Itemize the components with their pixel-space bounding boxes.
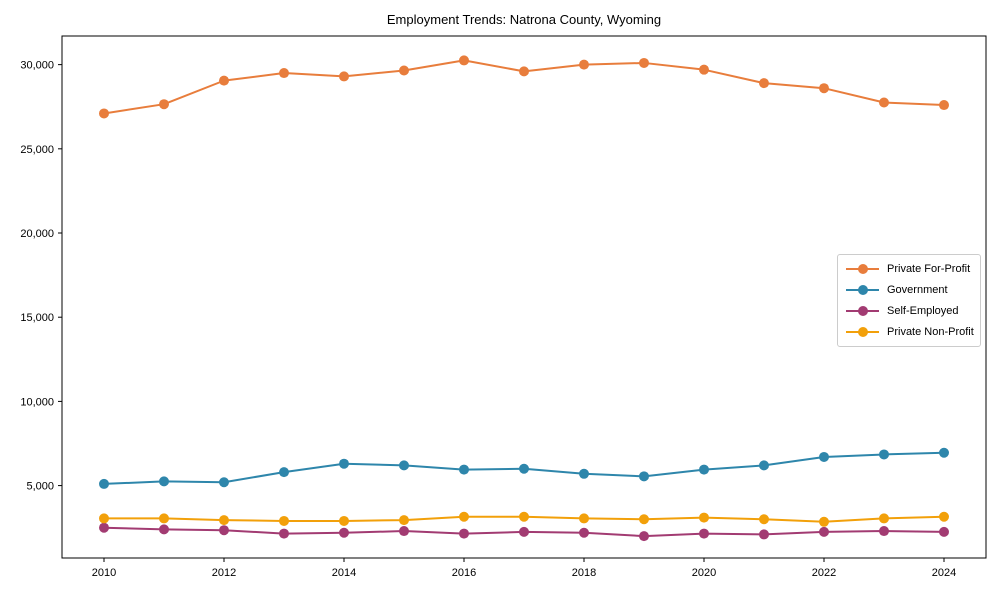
plot-area [61, 35, 987, 559]
data-point-self-employed [339, 527, 349, 538]
data-point-government [159, 476, 169, 487]
data-point-private-non-profit [579, 513, 589, 524]
x-tick-label: 2012 [212, 567, 236, 579]
data-point-self-employed [879, 526, 889, 537]
legend-entry: Private Non-Profit [846, 321, 974, 342]
data-point-self-employed [459, 528, 469, 539]
data-point-private-non-profit [399, 515, 409, 526]
legend-label: Self-Employed [887, 304, 959, 317]
y-tick-label: 10,000 [20, 396, 54, 408]
data-point-private-for-profit [819, 83, 829, 94]
data-point-self-employed [639, 531, 649, 542]
data-point-government [219, 477, 229, 488]
data-point-self-employed [159, 524, 169, 535]
legend-marker-dot [857, 285, 868, 296]
data-point-private-non-profit [519, 511, 529, 522]
data-point-private-for-profit [939, 100, 949, 111]
data-point-private-non-profit [759, 514, 769, 525]
data-point-private-non-profit [279, 515, 289, 526]
x-tick-label: 2022 [812, 567, 836, 579]
chart-legend: Private For-Profit Government Self-Emplo… [837, 254, 981, 347]
data-point-private-for-profit [279, 68, 289, 79]
data-point-government [819, 451, 829, 462]
data-point-private-non-profit [639, 514, 649, 525]
data-point-private-for-profit [459, 55, 469, 66]
legend-entry: Self-Employed [846, 301, 972, 322]
data-point-self-employed [99, 522, 109, 533]
legend-marker-dot [857, 326, 868, 337]
legend-entry: Government [846, 280, 972, 301]
data-point-private-non-profit [939, 511, 949, 522]
data-point-government [99, 478, 109, 489]
data-point-private-for-profit [159, 99, 169, 110]
data-point-private-for-profit [759, 78, 769, 89]
data-point-government [279, 467, 289, 478]
y-tick-label: 25,000 [20, 144, 54, 156]
legend-label: Government [887, 284, 948, 297]
data-point-private-for-profit [219, 75, 229, 86]
data-point-private-non-profit [159, 513, 169, 524]
y-tick-label: 30,000 [20, 60, 54, 72]
data-point-private-for-profit [339, 71, 349, 82]
data-point-self-employed [819, 526, 829, 537]
y-tick-label: 15,000 [20, 312, 54, 324]
data-point-private-non-profit [219, 515, 229, 526]
data-point-private-for-profit [99, 108, 109, 119]
x-tick-label: 2010 [92, 567, 116, 579]
legend-marker-dot [857, 264, 868, 275]
data-point-private-for-profit [399, 65, 409, 76]
data-point-private-non-profit [879, 513, 889, 524]
x-tick-label: 2016 [452, 567, 476, 579]
data-point-private-non-profit [99, 513, 109, 524]
data-point-self-employed [579, 527, 589, 538]
data-point-government [759, 460, 769, 471]
legend-line-marker-swatch [846, 264, 879, 275]
data-point-government [699, 464, 709, 475]
legend-line-marker-swatch [846, 305, 879, 316]
data-point-self-employed [699, 528, 709, 539]
data-point-private-non-profit [699, 512, 709, 523]
data-point-self-employed [279, 528, 289, 539]
data-point-self-employed [219, 525, 229, 536]
data-point-private-for-profit [699, 64, 709, 75]
y-tick-label: 20,000 [20, 228, 54, 240]
x-tick-label: 2018 [572, 567, 596, 579]
data-point-government [579, 468, 589, 479]
data-point-government [879, 449, 889, 460]
data-point-government [339, 458, 349, 469]
chart-title: Employment Trends: Natrona County, Wyomi… [386, 12, 662, 27]
x-tick-label: 2020 [692, 567, 716, 579]
data-point-self-employed [939, 526, 949, 537]
data-point-private-non-profit [339, 515, 349, 526]
data-point-government [939, 447, 949, 458]
x-tick-label: 2024 [932, 567, 956, 579]
data-point-private-non-profit [459, 511, 469, 522]
data-point-government [519, 463, 529, 474]
legend-line-marker-swatch [846, 285, 879, 296]
legend-label: Private For-Profit [887, 263, 971, 276]
data-point-government [639, 471, 649, 482]
data-point-self-employed [519, 526, 529, 537]
legend-entry: Private For-Profit [846, 259, 972, 280]
data-point-private-for-profit [579, 59, 589, 70]
y-tick-label: 5,000 [26, 481, 54, 493]
legend-label: Private Non-Profit [887, 325, 974, 338]
data-point-self-employed [399, 526, 409, 537]
data-point-self-employed [759, 529, 769, 540]
data-point-private-for-profit [639, 57, 649, 68]
legend-marker-dot [857, 305, 868, 316]
data-point-government [459, 464, 469, 475]
data-point-private-non-profit [819, 516, 829, 527]
legend-line-marker-swatch [846, 326, 879, 337]
data-point-government [399, 460, 409, 471]
data-point-private-for-profit [519, 66, 529, 77]
x-tick-label: 2014 [332, 567, 356, 579]
data-point-private-for-profit [879, 97, 889, 108]
